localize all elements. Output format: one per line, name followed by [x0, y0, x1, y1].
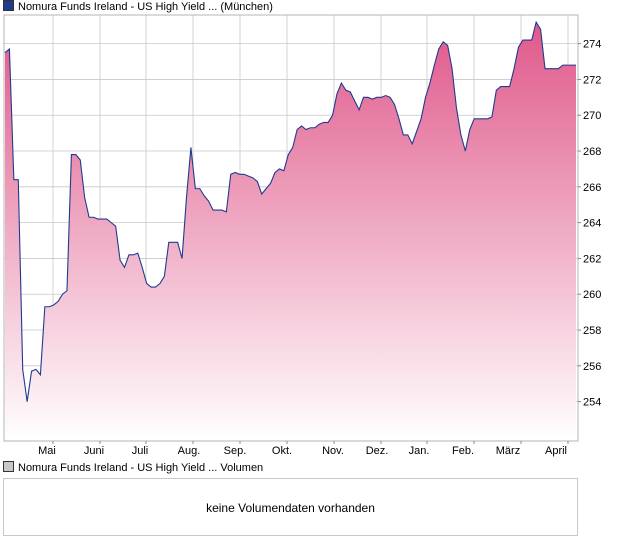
y-tick-label: 260	[583, 289, 601, 301]
x-tick-label: April	[545, 445, 567, 457]
x-tick-label: Okt.	[272, 445, 292, 457]
x-tick-label: Aug.	[178, 445, 201, 457]
y-tick-label: 268	[583, 146, 601, 158]
plot-border	[3, 14, 579, 442]
x-tick-label: Dez.	[366, 445, 389, 457]
x-tick-label: Feb.	[452, 445, 474, 457]
price-legend-swatch	[3, 0, 14, 11]
y-tick-label: 254	[583, 397, 601, 409]
volume-panel: keine Volumendaten vorhanden	[3, 478, 578, 536]
y-tick-label: 262	[583, 253, 601, 265]
x-tick-label: Jan.	[409, 445, 430, 457]
x-tick-label: März	[496, 445, 520, 457]
y-tick-label: 264	[583, 218, 601, 230]
y-tick-label: 266	[583, 182, 601, 194]
x-tick-label: Mai	[38, 445, 56, 457]
y-axis: 254 256 258 260 262 264 266 268 270 272 274	[578, 39, 601, 409]
price-line	[4, 20, 576, 402]
x-tick-label: Nov.	[322, 445, 344, 457]
y-tick-label: 256	[583, 361, 601, 373]
x-tick-label: Sep.	[224, 445, 247, 457]
price-chart: 254 256 258 260 262 264 266 268 270 272 274 Mai Jun…	[3, 14, 601, 457]
price-legend-label: Nomura Funds Ireland - US High Yield ...…	[18, 1, 273, 13]
volume-legend-label: Nomura Funds Ireland - US High Yield ...…	[18, 462, 264, 474]
x-axis: Mai Juni Juli Aug. Sep. Okt. Nov. Dez. Jan. Feb. M…	[38, 441, 569, 457]
x-tick-label: Juni	[84, 445, 104, 457]
x-tick-label: Juli	[132, 445, 149, 457]
volume-empty-message: keine Volumendaten vorhanden	[206, 501, 375, 515]
volume-legend-swatch	[3, 461, 14, 472]
volume-legend: Nomura Funds Ireland - US High Yield ...…	[3, 461, 263, 475]
y-tick-label: 272	[583, 74, 601, 86]
price-area	[5, 22, 576, 441]
y-tick-label: 274	[583, 39, 601, 51]
price-legend: Nomura Funds Ireland - US High Yield ...…	[3, 0, 273, 14]
y-tick-label: 270	[583, 110, 601, 122]
y-tick-label: 258	[583, 325, 601, 337]
